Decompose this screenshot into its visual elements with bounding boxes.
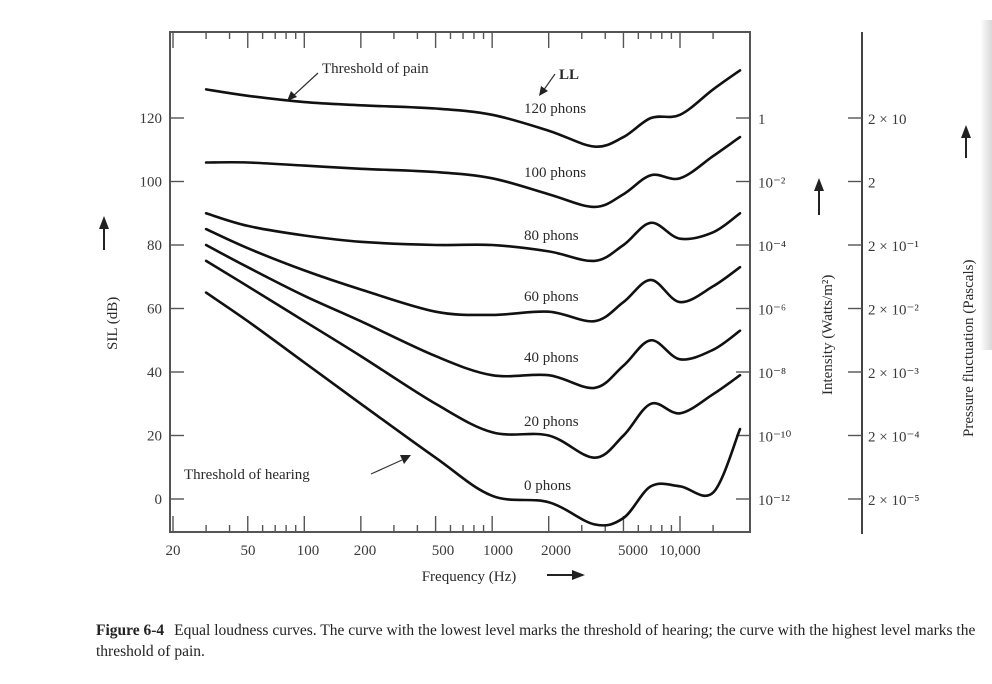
curve-100-phons bbox=[204, 135, 742, 209]
ll-label: LL bbox=[559, 67, 579, 83]
y-tick-label: 60 bbox=[147, 302, 162, 318]
loudness-curves bbox=[204, 69, 742, 527]
curve-120-phons bbox=[204, 69, 742, 148]
phon-label: 60 phons bbox=[524, 289, 579, 305]
y-tick-label: 100 bbox=[140, 175, 163, 191]
curve-60-phons bbox=[204, 227, 742, 323]
y-tick-label: 20 bbox=[147, 429, 162, 445]
pressure-tick-label: 2 × 10⁻¹ bbox=[868, 239, 919, 255]
curve-80-phons bbox=[204, 212, 742, 263]
curve-40-phons bbox=[204, 243, 742, 390]
phon-label: 120 phons bbox=[524, 101, 586, 117]
intensity-tick-label: 10⁻¹² bbox=[758, 493, 790, 509]
threshold-pain-label: Threshold of pain bbox=[322, 61, 429, 77]
intensity-axis-title: Intensity (Watts/m²) bbox=[820, 275, 836, 395]
intensity-tick-label: 10⁻² bbox=[758, 176, 786, 192]
phon-label: 20 phons bbox=[524, 414, 579, 430]
phon-label: 100 phons bbox=[524, 165, 586, 181]
figure-caption: Figure 6-4 Equal loudness curves. The cur… bbox=[96, 620, 976, 662]
x-tick-label: 1000 bbox=[483, 543, 513, 559]
intensity-tick-label: 10⁻⁶ bbox=[758, 303, 786, 319]
y-tick-label: 80 bbox=[147, 238, 162, 254]
x-tick-label: 5000 bbox=[618, 543, 648, 559]
curve-0-phons bbox=[204, 291, 742, 527]
x-tick-label: 10,000 bbox=[659, 543, 700, 559]
intensity-tick-label: 10⁻⁸ bbox=[758, 366, 786, 382]
figure-number: Figure 6-4 bbox=[96, 622, 165, 639]
y-axis-title: SIL (dB) bbox=[105, 297, 121, 350]
x-axis-title: Frequency (Hz) bbox=[422, 569, 517, 585]
pressure-tick-label: 2 × 10⁻⁵ bbox=[868, 493, 920, 509]
plot-frame bbox=[169, 31, 751, 533]
curve-20-phons bbox=[204, 259, 742, 459]
y-tick-label: 120 bbox=[140, 111, 163, 127]
x-tick-label: 50 bbox=[241, 543, 256, 559]
y-tick-label: 40 bbox=[147, 365, 162, 381]
y-tick-label: 0 bbox=[155, 492, 163, 508]
x-tick-label: 2000 bbox=[541, 543, 571, 559]
intensity-tick-label: 10⁻¹⁰ bbox=[758, 430, 791, 446]
phon-label: 40 phons bbox=[524, 350, 579, 366]
phon-label: 0 phons bbox=[524, 478, 571, 494]
pressure-tick-label: 2 bbox=[868, 176, 876, 192]
pressure-tick-label: 2 × 10 bbox=[868, 112, 906, 128]
phon-label: 80 phons bbox=[524, 228, 579, 244]
x-tick-label: 200 bbox=[354, 543, 377, 559]
x-tick-label: 500 bbox=[432, 543, 455, 559]
intensity-tick-label: 1 bbox=[758, 112, 766, 128]
pressure-tick-label: 2 × 10⁻³ bbox=[868, 366, 919, 382]
pressure-tick-label: 2 × 10⁻² bbox=[868, 303, 919, 319]
threshold-hearing-label: Threshold of hearing bbox=[184, 467, 310, 483]
scrollbar-shade bbox=[980, 20, 992, 350]
pressure-axis-title: Pressure fluctuation (Pascals) bbox=[961, 260, 977, 437]
pressure-tick-label: 2 × 10⁻⁴ bbox=[868, 430, 920, 446]
x-tick-label: 20 bbox=[166, 543, 181, 559]
caption-text: Equal loudness curves. The curve with th… bbox=[96, 622, 976, 660]
x-tick-label: 100 bbox=[297, 543, 320, 559]
intensity-tick-label: 10⁻⁴ bbox=[758, 239, 786, 255]
